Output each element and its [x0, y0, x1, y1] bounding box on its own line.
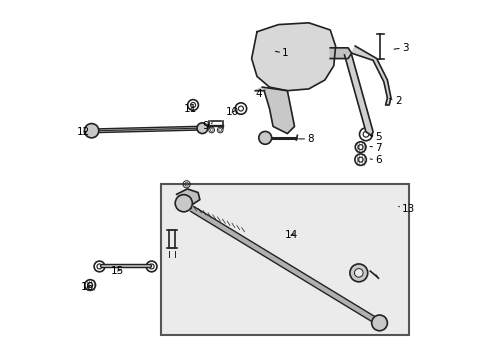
Polygon shape [255, 87, 294, 134]
Circle shape [371, 315, 386, 331]
Text: 10: 10 [225, 107, 238, 117]
Polygon shape [176, 189, 200, 204]
Circle shape [175, 195, 192, 212]
Polygon shape [344, 55, 372, 135]
Text: 6: 6 [369, 156, 381, 165]
Text: 14: 14 [284, 230, 297, 240]
Circle shape [258, 131, 271, 144]
Text: 4: 4 [255, 89, 264, 99]
Circle shape [349, 264, 367, 282]
Text: 11: 11 [184, 104, 197, 113]
Text: 12: 12 [77, 127, 90, 137]
Text: 2: 2 [389, 96, 401, 107]
Circle shape [354, 269, 363, 277]
Polygon shape [329, 48, 351, 59]
Text: 1: 1 [275, 48, 288, 58]
Text: 5: 5 [369, 132, 381, 142]
Text: 16: 16 [81, 282, 94, 292]
Circle shape [84, 123, 99, 138]
Polygon shape [251, 23, 335, 91]
Text: 13: 13 [398, 203, 415, 213]
Text: 3: 3 [393, 43, 408, 53]
Text: 8: 8 [298, 134, 313, 144]
Text: 7: 7 [369, 143, 381, 153]
Bar [160, 184, 408, 336]
Polygon shape [351, 46, 390, 105]
Text: 15: 15 [111, 266, 124, 276]
Circle shape [197, 123, 207, 134]
Text: 9: 9 [202, 121, 212, 131]
